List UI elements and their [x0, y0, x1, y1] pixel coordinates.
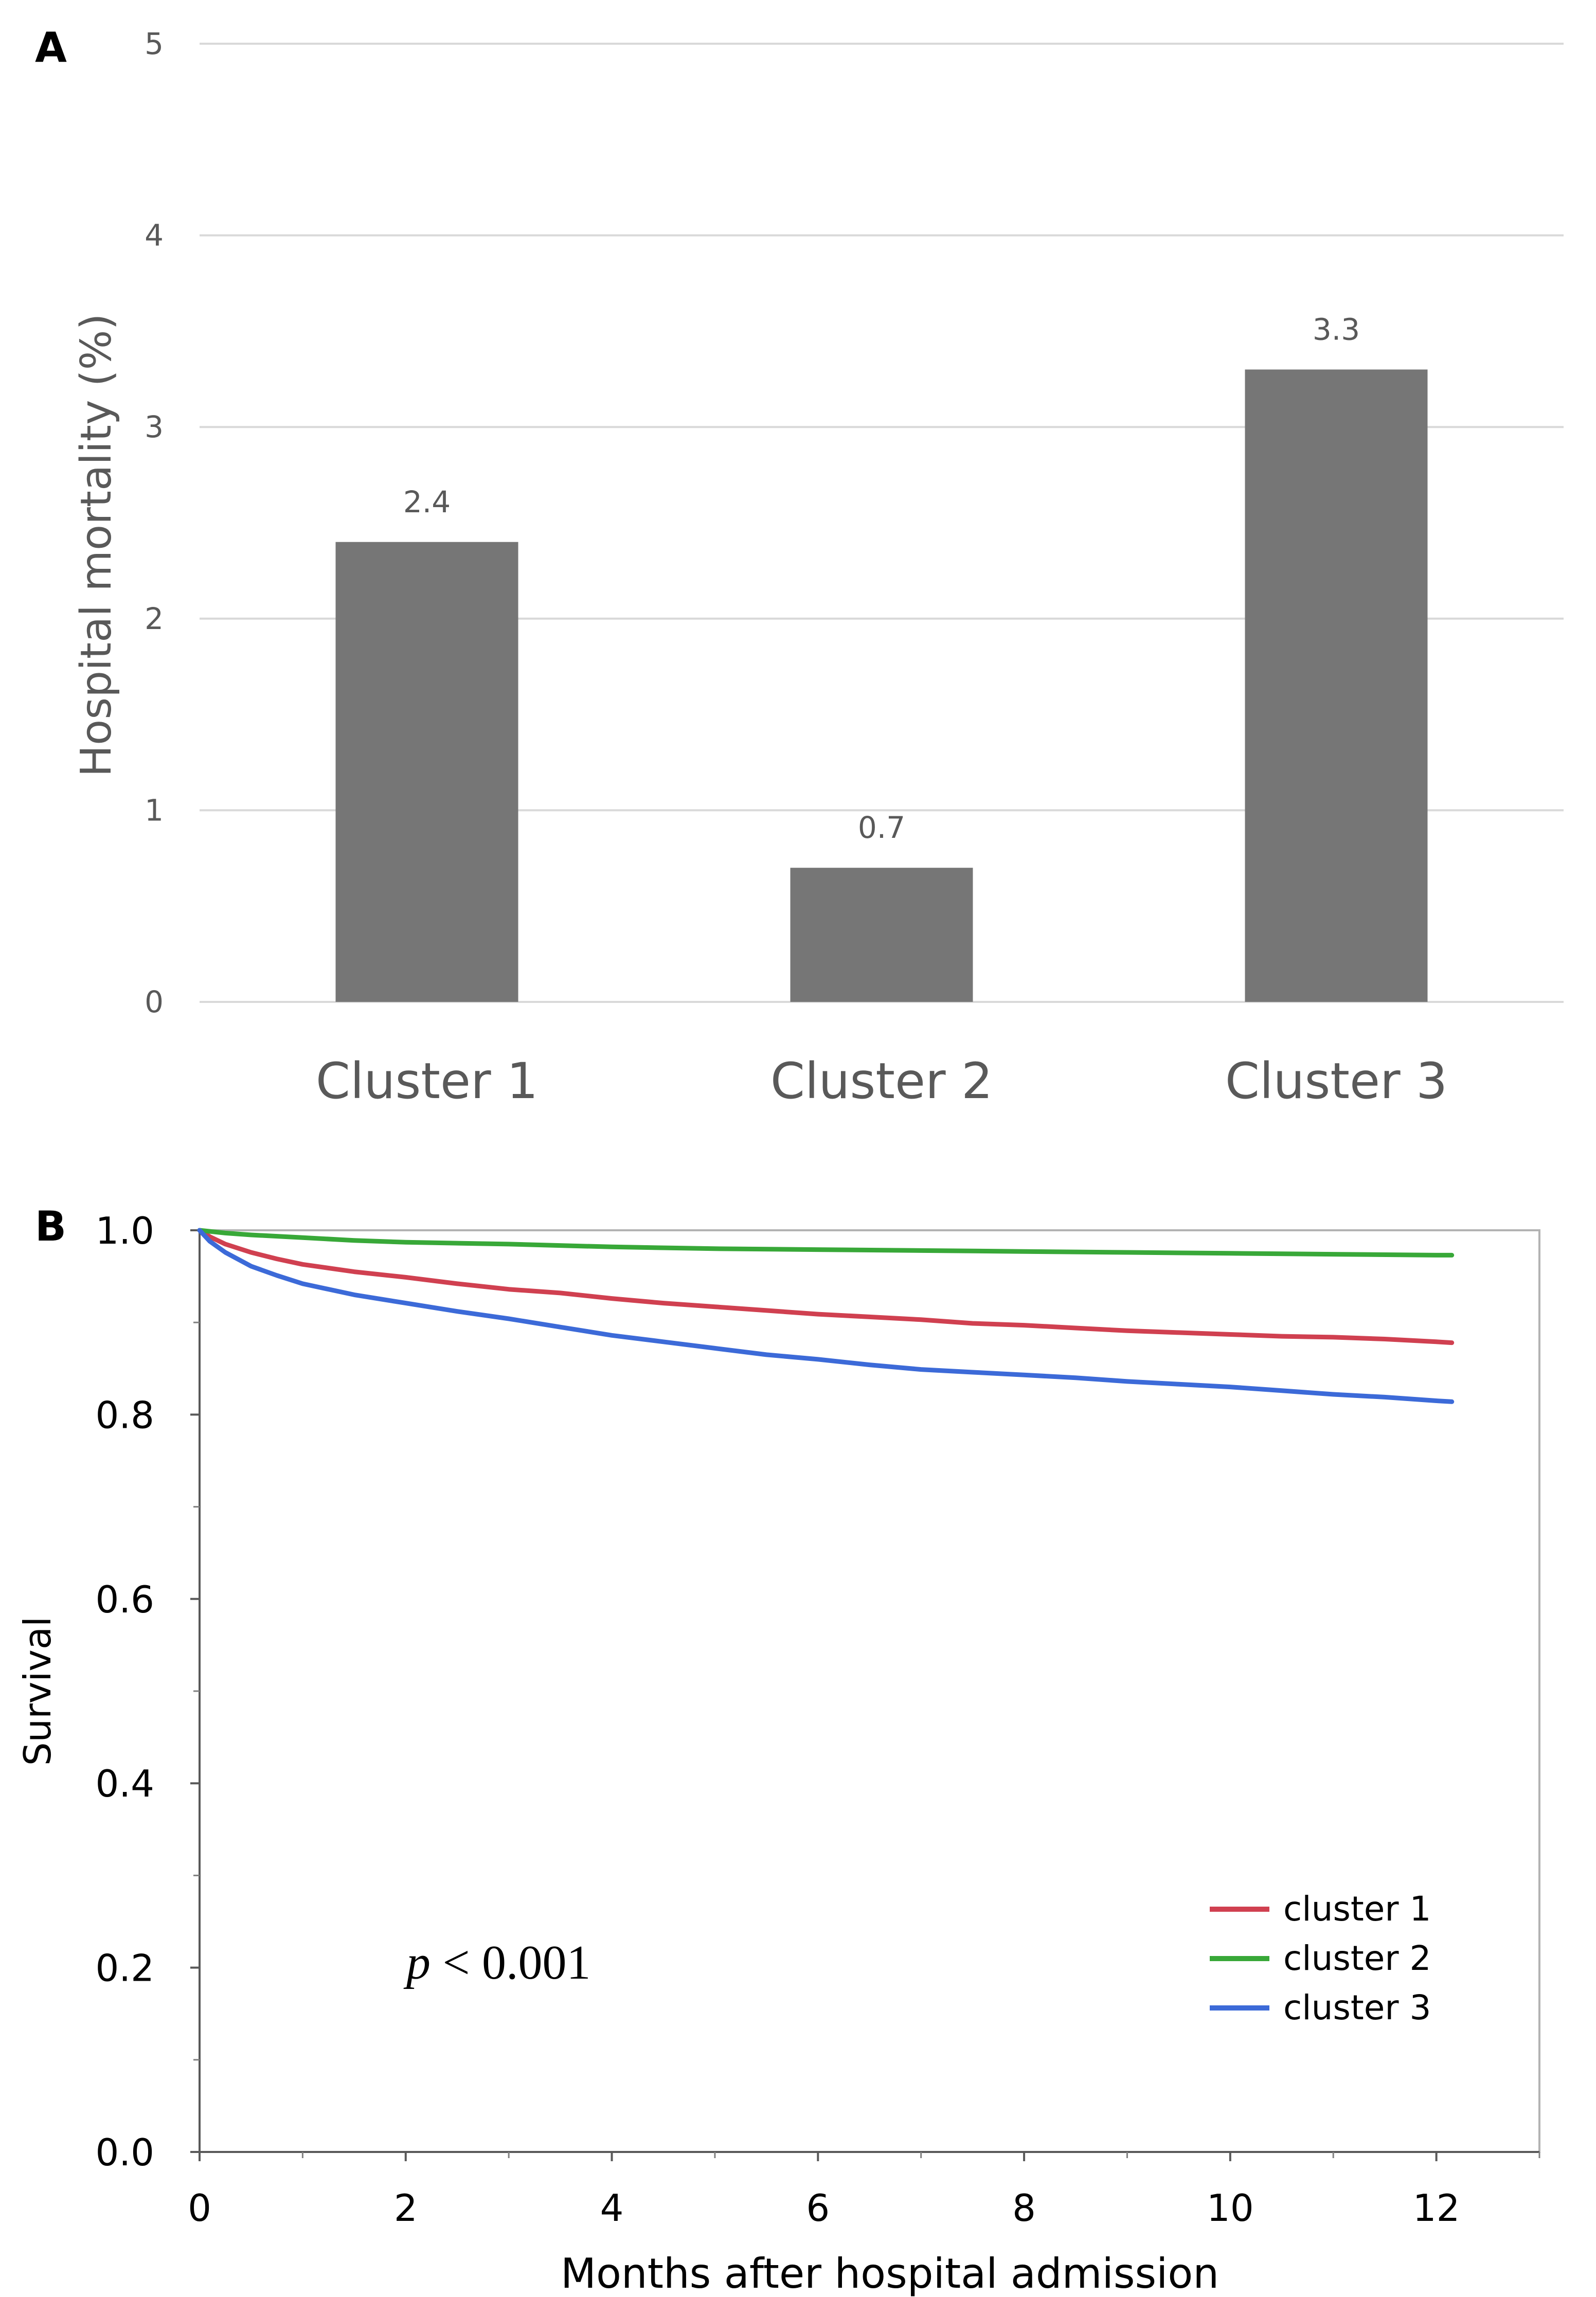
panel-a-y-tick-label: 3 — [145, 409, 164, 444]
panel-a-bar — [790, 868, 973, 1002]
panel-b-series-line-cluster-3 — [197, 1228, 1455, 1404]
panel-a-data-labels: 2.4 0.7 3.3 — [403, 312, 1360, 845]
panel-b-series-line-cluster-1 — [197, 1228, 1455, 1345]
panel-b-x-tick-label: 8 — [1012, 2186, 1036, 2230]
panel-a-y-tick-label: 4 — [145, 218, 164, 253]
panel-a-data-label: 2.4 — [403, 484, 451, 519]
panel-a-y-tick-label: 2 — [145, 601, 164, 636]
panel-b-x-axis-label: Months after hospital admission — [561, 2250, 1219, 2297]
panel-a-data-label: 0.7 — [858, 810, 905, 845]
panel-a-bars — [335, 369, 1428, 1002]
panel-a-x-tick-label: Cluster 2 — [770, 1052, 993, 1110]
panel-b-label: B — [35, 1203, 66, 1250]
panel-b-x-tick-label: 0 — [188, 2186, 211, 2230]
panel-a-data-label: 3.3 — [1313, 312, 1360, 347]
panel-a-y-tick-label: 1 — [145, 793, 164, 828]
panel-b-survival-chart: B 0.00.20.40.60.81.00 2 4 6 8 10 12 cluster 1c… — [16, 1203, 1540, 2297]
panel-b-x-tick-label: 6 — [806, 2186, 830, 2230]
panel-a-bar — [1245, 369, 1428, 1002]
panel-b-x-tick-label: 4 — [600, 2186, 624, 2230]
panel-b-x-tick-label: 12 — [1413, 2186, 1460, 2230]
panel-a-y-tick-labels: 0 1 2 3 4 5 — [145, 26, 164, 1019]
panel-a-y-tick-label: 0 — [145, 984, 164, 1019]
panel-b-y-tick-label: 0.6 — [95, 1578, 154, 1621]
panel-b-legend-label: cluster 2 — [1283, 1939, 1431, 1978]
panel-b-x-tick-label: 10 — [1207, 2186, 1254, 2230]
panel-a-label: A — [35, 24, 67, 71]
panel-b-y-tick-label: 0.2 — [95, 1947, 154, 1990]
panel-b-axes: 0.0 0.2 0.4 0.6 0.8 1.0 0 2 4 6 8 10 12 — [95, 1209, 1540, 2230]
panel-b-p-value-annotation: p < 0.001 — [403, 1936, 591, 1989]
panel-b-legend-label: cluster 3 — [1283, 1988, 1431, 2027]
panel-b-y-tick-label: 0.0 — [95, 2131, 154, 2174]
panel-a-bar — [335, 542, 518, 1002]
panel-a-y-axis-label: Hospital mortality (%) — [72, 314, 121, 777]
panel-a-x-tick-label: Cluster 3 — [1225, 1052, 1447, 1110]
panel-a-x-tick-label: Cluster 1 — [316, 1052, 538, 1110]
panel-b-y-tick-label: 0.8 — [95, 1393, 154, 1437]
panel-b-series-line-cluster-2 — [197, 1228, 1455, 1258]
panel-b-legend-label: cluster 1 — [1283, 1889, 1431, 1929]
panel-a-x-tick-labels: Cluster 1 Cluster 2 Cluster 3 — [316, 1052, 1447, 1110]
panel-a-y-tick-label: 5 — [145, 26, 164, 61]
panel-b-survival-curves — [197, 1228, 1455, 1404]
panel-b-legend: cluster 1 cluster 2 cluster 3 — [1210, 1889, 1431, 2027]
p-value-symbol: p — [403, 1936, 431, 1989]
panel-b-x-tick-label: 2 — [394, 2186, 418, 2230]
p-value-text: < 0.001 — [431, 1936, 591, 1989]
panel-b-y-tick-label: 1.0 — [95, 1209, 154, 1252]
panel-b-y-tick-label: 0.4 — [95, 1762, 154, 1805]
panel-b-y-axis-label: Survival — [16, 1617, 59, 1766]
